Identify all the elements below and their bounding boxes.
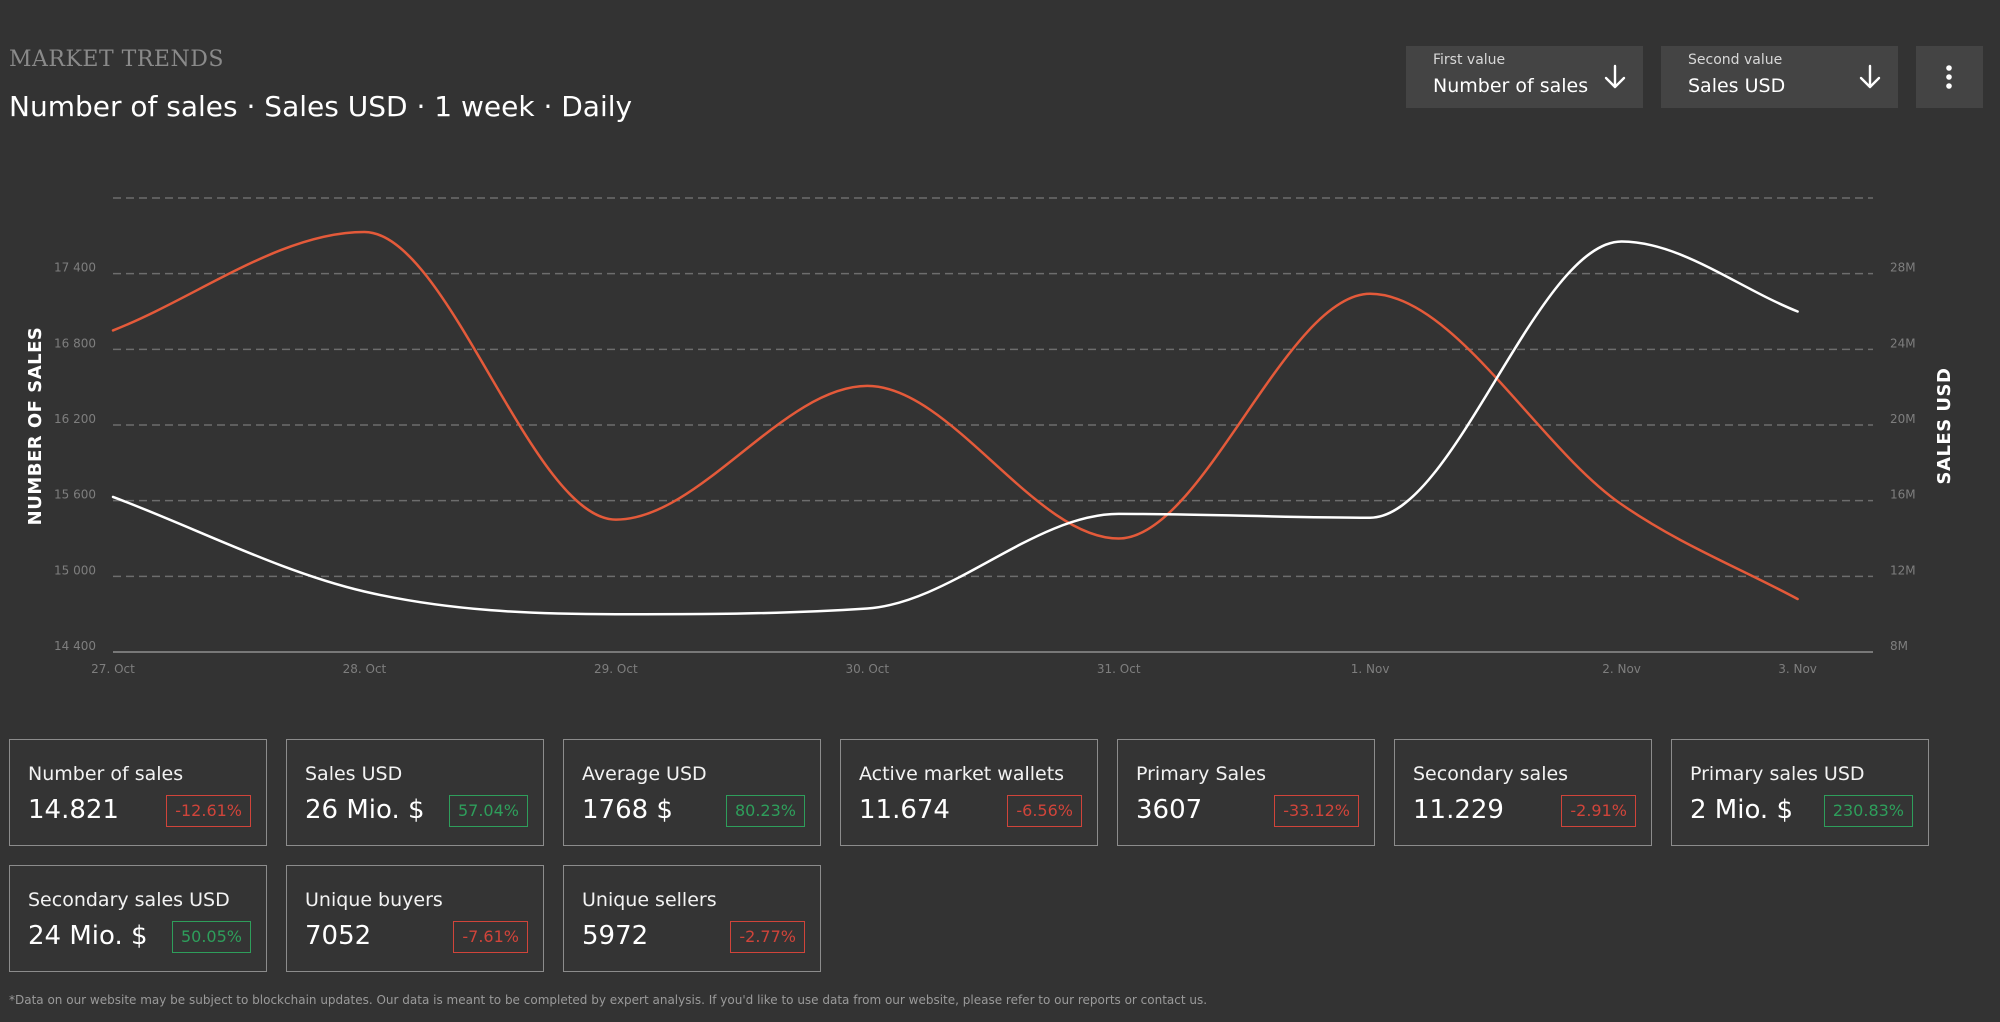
change-badge: -6.56%	[1007, 795, 1082, 827]
second-value-selected: Sales USD	[1688, 75, 1786, 97]
y-right-tick-label: 12M	[1890, 563, 1916, 577]
x-tick-label: 30. Oct	[845, 662, 889, 676]
change-badge: 230.83%	[1823, 795, 1913, 827]
chart-area: 14 400 15 000 15 600 16 200 16 800 17 400 8M 12…	[0, 150, 2000, 690]
change-badge: 50.05%	[171, 921, 251, 953]
change-badge: 57.04%	[448, 795, 528, 827]
second-value-select[interactable]: Second value Sales USD	[1661, 46, 1898, 108]
stat-card-value: 5972	[582, 921, 649, 951]
number-of-sales-series-line	[111, 230, 1799, 601]
first-value-select[interactable]: First value Number of sales	[1406, 46, 1643, 108]
stat-card-label: Primary sales USD	[1690, 763, 1865, 785]
stat-card: Unique sellers 5972 -2.77%	[563, 865, 821, 972]
stat-card-label: Sales USD	[305, 763, 403, 785]
y-left-tick-label: 16 800	[54, 336, 96, 350]
change-badge: -33.12%	[1274, 795, 1359, 827]
y-right-tick-label: 8M	[1890, 639, 1908, 653]
more-options-button[interactable]	[1916, 46, 1983, 108]
first-value-selected: Number of sales	[1433, 75, 1589, 97]
x-tick-label: 27. Oct	[91, 662, 135, 676]
stat-card: Sales USD 26 Mio. $ 57.04%	[286, 739, 544, 846]
stat-card-label: Average USD	[582, 763, 707, 785]
stat-card-value: 7052	[305, 921, 372, 951]
y-left-axis-title: NUMBER OF SALES	[25, 327, 46, 526]
x-tick-label: 1. Nov	[1351, 662, 1390, 676]
stat-card-value: 26 Mio. $	[305, 795, 425, 825]
stat-card-label: Primary Sales	[1136, 763, 1267, 785]
sales-usd-series-line	[111, 240, 1799, 616]
change-badge: -2.91%	[1561, 795, 1636, 827]
x-tick-label: 29. Oct	[594, 662, 638, 676]
change-badge: -12.61%	[166, 795, 251, 827]
stat-card-label: Unique buyers	[305, 889, 443, 911]
x-tick-label: 3. Nov	[1778, 662, 1817, 676]
second-value-label: Second value	[1688, 52, 1783, 68]
first-value-label: First value	[1433, 52, 1506, 68]
y-right-tick-label: 20M	[1890, 412, 1916, 426]
change-badge: 80.23%	[725, 795, 805, 827]
stat-card: Average USD 1768 $ 80.23%	[563, 739, 821, 846]
y-left-tick-label: 16 200	[54, 412, 96, 426]
stat-card: Secondary sales 11.229 -2.91%	[1394, 739, 1652, 846]
x-tick-label: 31. Oct	[1097, 662, 1141, 676]
arrow-down-icon	[1859, 64, 1881, 89]
stat-card-label: Secondary sales	[1413, 763, 1569, 785]
stat-card: Secondary sales USD 24 Mio. $ 50.05%	[9, 865, 267, 972]
stat-card: Primary sales USD 2 Mio. $ 230.83%	[1671, 739, 1929, 846]
change-badge: -7.61%	[453, 921, 528, 953]
stat-card: Active market wallets 11.674 -6.56%	[840, 739, 1098, 846]
y-right-tick-label: 28M	[1890, 261, 1916, 275]
stat-card-value: 3607	[1136, 795, 1203, 825]
section-label: MARKET TRENDS	[9, 47, 224, 72]
stat-card-label: Active market wallets	[859, 763, 1065, 785]
y-right-axis-title: SALES USD	[1934, 368, 1955, 485]
line-chart: 14 400 15 000 15 600 16 200 16 800 17 400 8M 12…	[25, 197, 1955, 676]
more-vertical-icon	[1946, 65, 1952, 89]
stat-card: Number of sales 14.821 -12.61%	[9, 739, 267, 846]
y-left-tick-label: 15 600	[54, 488, 96, 502]
stat-card: Primary Sales 3607 -33.12%	[1117, 739, 1375, 846]
y-right-tick-label: 24M	[1890, 336, 1916, 350]
stat-card-value: 11.229	[1413, 795, 1504, 825]
arrow-down-icon	[1604, 64, 1626, 89]
stat-card-label: Number of sales	[28, 763, 184, 785]
y-left-tick-label: 17 400	[54, 261, 96, 275]
stat-card-value: 14.821	[28, 795, 119, 825]
stat-card-value: 2 Mio. $	[1690, 795, 1793, 825]
stat-card: Unique buyers 7052 -7.61%	[286, 865, 544, 972]
x-tick-label: 2. Nov	[1602, 662, 1641, 676]
y-left-tick-label: 15 000	[54, 563, 96, 577]
x-tick-label: 28. Oct	[343, 662, 387, 676]
stat-card-value: 1768 $	[582, 795, 673, 825]
stat-card-value: 11.674	[859, 795, 950, 825]
stat-card-value: 24 Mio. $	[28, 921, 148, 951]
stat-card-label: Secondary sales USD	[28, 889, 230, 911]
y-right-tick-label: 16M	[1890, 488, 1916, 502]
y-left-tick-label: 14 400	[54, 639, 96, 653]
page-title: Number of sales · Sales USD · 1 week · D…	[9, 90, 633, 123]
footnote: *Data on our website may be subject to b…	[9, 993, 1208, 1007]
stat-card-label: Unique sellers	[582, 889, 717, 911]
change-badge: -2.77%	[730, 921, 805, 953]
